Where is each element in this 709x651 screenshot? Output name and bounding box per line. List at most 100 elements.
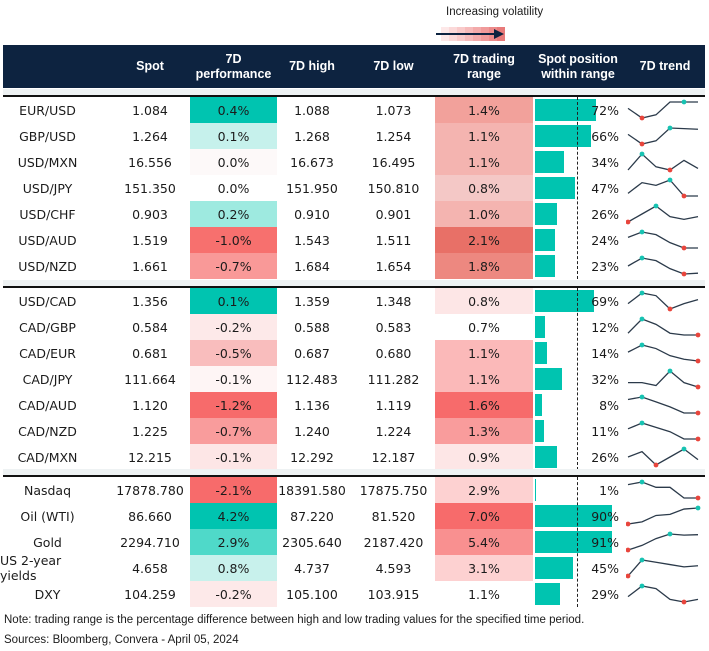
high-value: 1.543 [294,232,330,248]
trend-sparkline [627,177,698,199]
spot-value: 111.664 [124,371,176,387]
table-row: CAD/NZD 1.225 -0.7% 1.240 1.224 1.3% 11% [0,418,709,444]
range-value: 3.1% [435,555,533,581]
trend-sparkline [627,342,701,364]
trend-low-marker [626,573,631,579]
spot-value: 86.660 [128,508,172,524]
instrument-name: USD/MXN [17,154,78,170]
position-label: 69% [591,293,619,309]
perf-value: -0.7% [190,253,277,279]
position-label: 11% [591,423,619,439]
position-bar [535,229,556,251]
table-row: USD/JPY 151.350 0.0% 151.950 150.810 0.8% 47% [0,175,709,201]
range-value: 0.8% [435,288,533,314]
perf-value: -0.5% [190,340,277,366]
trend-high-marker [681,446,687,452]
low-value: 150.810 [367,180,420,196]
trend-line [627,559,699,577]
trend-high-marker [667,125,673,131]
table-row: CAD/EUR 0.681 -0.5% 0.687 0.680 1.1% 14% [0,340,709,366]
low-value: 0.901 [375,206,412,222]
high-value: 0.687 [294,345,330,361]
spot-value: 17878.780 [116,482,184,498]
spot-value: 2294.710 [120,534,180,550]
trend-low-marker [681,193,687,199]
footer-sources: Sources: Bloomberg, Convera - April 05, … [4,634,239,646]
section-divider [3,475,705,477]
trend-sparkline [627,316,701,338]
header-trend: 7D trend [639,59,691,73]
trend-line [627,205,699,223]
perf-value: 0.8% [190,555,277,581]
trend-line [627,101,698,119]
low-value: 2187.420 [363,534,424,550]
spot-value: 1.120 [132,397,168,413]
low-value: 1.511 [375,232,412,248]
position-label: 90% [591,508,619,524]
range-value: 1.1% [435,581,533,607]
trend-line [627,179,698,197]
trend-sparkline [626,531,699,553]
trend-sparkline [627,151,699,173]
perf-value: 0.1% [190,123,277,149]
instrument-name: DXY [34,586,61,602]
trend-high-marker [681,99,687,105]
perf-value: -0.1% [190,366,277,392]
trend-low-marker [667,167,673,173]
position-bar [535,316,546,338]
section-band [3,280,705,286]
header-position: Spot position within range [538,51,618,81]
high-value: 87.220 [290,508,334,524]
position-label: 23% [591,258,619,274]
instrument-name: CAD/EUR [19,345,76,361]
spot-value: 1.225 [132,423,168,439]
low-value: 0.583 [375,319,412,335]
perf-value: -2.1% [190,477,277,503]
trend-high-marker [639,342,645,348]
range-value: 0.9% [435,444,533,470]
position-label: 14% [591,345,619,361]
trend-sparkline [627,479,701,501]
trend-line [627,533,699,551]
instrument-name: EUR/USD [19,102,76,118]
position-bar [535,479,536,501]
low-value: 1.119 [375,397,412,413]
trend-low-marker [626,219,631,225]
spot-value: 151.350 [124,180,176,196]
instrument-name: Oil (WTI) [20,508,75,524]
header-range: 7D trading range [453,51,515,81]
trend-high-marker [639,316,645,322]
trend-sparkline [627,229,698,251]
trend-sparkline [627,290,699,312]
low-value: 12.187 [371,449,416,465]
legend-arrow-icon [436,33,496,35]
trend-high-marker [639,394,645,400]
position-bar [535,151,564,173]
low-value: 1.073 [375,102,412,118]
table-row: CAD/JPY 111.664 -0.1% 112.483 111.282 1.1% 32% [0,366,709,392]
range-value: 2.1% [435,227,533,253]
trend-sparkline [627,420,701,442]
position-label: 34% [591,154,619,170]
trend-line [627,448,699,466]
volatility-legend: Increasing volatility [436,4,576,41]
instrument-name: CAD/JPY [22,371,73,387]
high-value: 1.088 [294,102,330,118]
trend-low-marker [681,599,687,605]
position-bar [535,99,597,121]
perf-value: -0.2% [190,314,277,340]
high-value: 105.100 [286,586,338,602]
high-value: 2305.640 [282,534,342,550]
position-bar [535,505,612,527]
position-label: 72% [591,102,619,118]
position-label: 91% [591,534,619,550]
high-value: 112.483 [286,371,338,387]
low-value: 1.348 [375,293,412,309]
range-value: 1.1% [435,340,533,366]
instrument-name: CAD/MXN [17,449,78,465]
position-label: 8% [599,397,619,413]
midpoint-dashed-line [577,97,578,279]
trend-sparkline [628,368,701,390]
position-label: 26% [591,449,619,465]
table-row: USD/CAD 1.356 0.1% 1.359 1.348 0.8% 69% [0,288,709,314]
